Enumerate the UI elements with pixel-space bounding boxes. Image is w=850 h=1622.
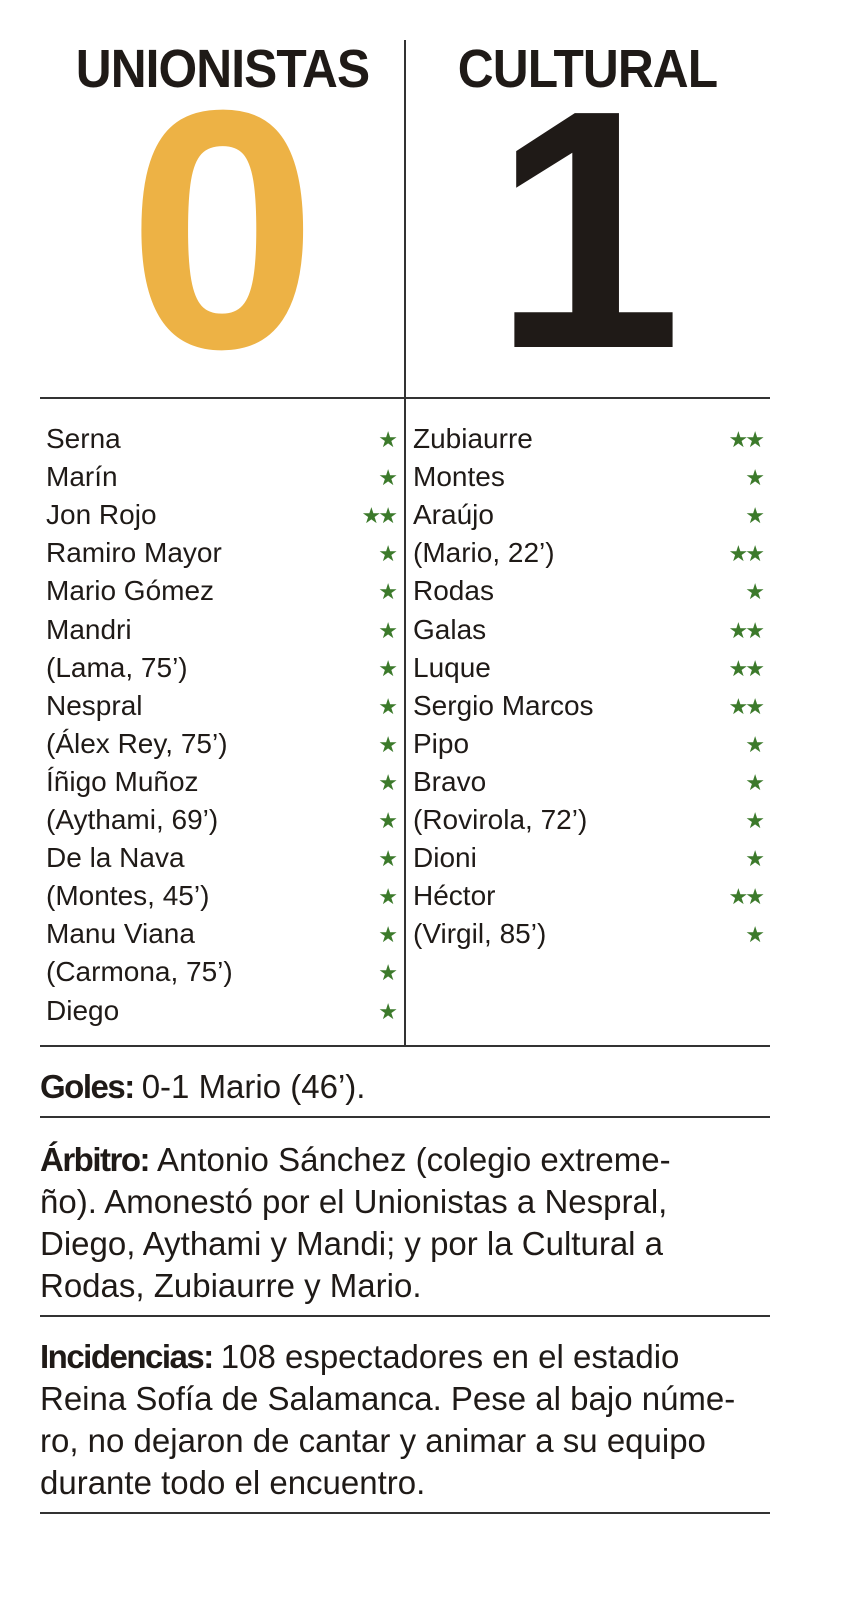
- player-name: Manu Viana: [46, 918, 195, 950]
- section-text: 0-1 Mario (46’).: [141, 1068, 366, 1105]
- player-name: (Rovirola, 72’): [413, 804, 588, 835]
- player-name: (Mario, 22’): [413, 537, 555, 569]
- player-name: Dioni: [413, 842, 477, 874]
- section-line: Incidencias: 108 espectadores en el estad…: [40, 1336, 679, 1378]
- player-name: De la Nava: [46, 842, 185, 874]
- section-line: Reina Sofía de Salamanca. Pese al bajo n…: [40, 1378, 735, 1420]
- rule: [40, 397, 770, 399]
- section-line: Árbitro: Antonio Sánchez (colegio extreme…: [40, 1139, 671, 1181]
- player-name: Marín: [46, 461, 118, 493]
- player-rating: ★★: [728, 655, 765, 681]
- rule: [40, 1045, 770, 1047]
- player-name: (Virgil, 85’): [413, 918, 547, 950]
- section-text: Reina Sofía de Salamanca. Pese al bajo n…: [40, 1380, 736, 1417]
- player-rating: ★: [378, 465, 398, 491]
- player-name: Ramiro Mayor: [46, 537, 222, 569]
- section-line: Goles: 0-1 Mario (46’).: [40, 1066, 365, 1108]
- rule: [40, 1116, 770, 1118]
- player-rating: ★: [378, 846, 398, 872]
- player-name: Bravo: [413, 765, 487, 797]
- player-name: (Álex Rey, 75’): [46, 727, 228, 759]
- player-name: Nespral: [46, 689, 143, 721]
- player-rating: ★: [745, 731, 765, 757]
- player-rating: ★: [378, 731, 398, 757]
- player-name: Rodas: [413, 575, 494, 607]
- player-rating: ★: [745, 846, 765, 872]
- player-rating: ★: [378, 579, 398, 605]
- player-rating: ★: [378, 655, 398, 681]
- player-rating: ★: [378, 541, 398, 567]
- player-name: (Aythami, 69’): [46, 804, 219, 835]
- rule: [40, 1512, 770, 1514]
- player-name: Montes: [413, 461, 505, 493]
- player-name: Pipo: [413, 727, 470, 759]
- home-team: UNIONISTAS: [75, 39, 370, 99]
- player-name: Jon Rojo: [46, 499, 157, 531]
- section-text: durante todo el encuentro.: [40, 1464, 426, 1501]
- section-text: Diego, Aythami y Mandi; y por la Cultura…: [40, 1225, 664, 1262]
- player-rating: ★: [378, 427, 398, 452]
- player-rating: ★: [378, 998, 398, 1024]
- player-rating: ★: [378, 693, 398, 719]
- player-rating: ★: [745, 579, 765, 605]
- player-name: Mario Gómez: [46, 575, 215, 607]
- player-rating: ★: [745, 922, 765, 948]
- section-line: ro, no dejaron de cantar y animar a su e…: [40, 1420, 706, 1462]
- away-score: 1: [492, 40, 683, 420]
- divider: [404, 40, 406, 1046]
- player-name: (Carmona, 75’): [46, 956, 233, 988]
- player-name: Sergio Marcos: [413, 689, 594, 721]
- section-line: ño). Amonestó por el Unionistas a Nespra…: [40, 1181, 667, 1223]
- player-rating: ★★: [728, 541, 765, 567]
- player-rating: ★★: [728, 617, 765, 643]
- section-text: ño). Amonestó por el Unionistas a Nespra…: [40, 1183, 668, 1220]
- section-line: Diego, Aythami y Mandi; y por la Cultura…: [40, 1223, 663, 1265]
- player-name: Galas: [413, 613, 487, 645]
- home-score: 0: [127, 40, 318, 420]
- section-label: Incidencias:: [40, 1338, 214, 1375]
- player-name: Íñigo Muñoz: [46, 765, 199, 797]
- player-name: Luque: [413, 651, 491, 683]
- rule: [40, 1315, 770, 1317]
- player-rating: ★: [378, 884, 398, 910]
- player-rating: ★★: [728, 693, 765, 719]
- player-rating: ★: [378, 960, 398, 986]
- player-name: Mandri: [46, 613, 132, 645]
- player-name: Zubiaurre: [413, 423, 533, 454]
- player-rating: ★: [378, 922, 398, 948]
- player-rating: ★: [745, 769, 765, 795]
- player-rating: ★★: [728, 884, 765, 910]
- section-text: Rodas, Zubiaurre y Mario.: [40, 1267, 422, 1304]
- section-line: Rodas, Zubiaurre y Mario.: [40, 1265, 421, 1307]
- player-rating: ★: [378, 808, 398, 833]
- section-label: Árbitro:: [40, 1141, 150, 1178]
- player-rating: ★: [745, 808, 765, 833]
- player-rating: ★: [378, 769, 398, 795]
- section-text: 108 espectadores en el estadio: [220, 1338, 680, 1375]
- player-name: (Lama, 75’): [46, 651, 188, 683]
- player-name: Serna: [46, 423, 121, 454]
- section-text: Antonio Sánchez (colegio extreme-: [156, 1141, 671, 1178]
- player-name: (Montes, 45’): [46, 880, 210, 912]
- player-name: Araújo: [413, 499, 494, 531]
- section-label: Goles:: [40, 1068, 135, 1105]
- player-rating: ★: [745, 465, 765, 491]
- player-rating: ★★: [728, 427, 765, 452]
- player-rating: ★: [378, 617, 398, 643]
- player-name: Diego: [46, 994, 120, 1026]
- player-rating: ★★: [361, 503, 398, 529]
- player-rating: ★: [745, 503, 765, 529]
- section-text: ro, no dejaron de cantar y animar a su e…: [40, 1422, 706, 1459]
- player-name: Héctor: [413, 880, 496, 912]
- section-line: durante todo el encuentro.: [40, 1462, 425, 1504]
- away-team: CULTURAL: [457, 39, 718, 99]
